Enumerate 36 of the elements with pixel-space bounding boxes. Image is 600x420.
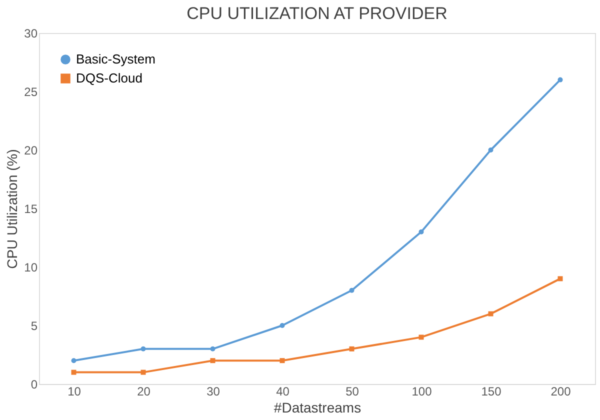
point (558, 77, 563, 82)
point (210, 358, 216, 364)
legend-label: Basic-System (76, 52, 156, 66)
point (140, 370, 146, 375)
point (418, 334, 424, 340)
x-axis-title: #Datastreams (274, 400, 362, 416)
x-tick-label: 20 (137, 384, 151, 398)
x-tick-label: 200 (550, 384, 572, 398)
x-tick-label: 50 (346, 384, 360, 398)
chart-title: CPU UTILIZATION AT PROVIDER (186, 4, 448, 23)
y-tick-label: 0 (30, 378, 38, 392)
y-tick-label: 10 (24, 260, 38, 274)
x-tick-label: 30 (206, 384, 220, 398)
y-tick-label: 15 (24, 202, 38, 216)
point (349, 288, 354, 293)
x-tick-label: 100 (412, 384, 432, 398)
point (558, 276, 563, 282)
point (280, 358, 285, 364)
point (349, 346, 354, 352)
y-tick-label: 5 (30, 319, 38, 333)
y-tick-label: 25 (24, 85, 38, 99)
point (488, 148, 494, 152)
point (488, 311, 494, 316)
point (71, 370, 76, 375)
point (280, 323, 285, 328)
x-tick-label: 10 (68, 384, 82, 398)
y-tick-label: 30 (24, 26, 38, 40)
point (71, 358, 76, 364)
point (418, 229, 424, 234)
x-tick-label: 40 (276, 384, 290, 398)
point (210, 346, 216, 352)
y-axis-title: CPU Utilization (%) (4, 149, 20, 269)
y-tick-label: 20 (24, 144, 38, 158)
point (140, 346, 146, 352)
legend-label: DQS-Cloud (76, 70, 142, 86)
x-tick-label: 150 (481, 384, 502, 398)
